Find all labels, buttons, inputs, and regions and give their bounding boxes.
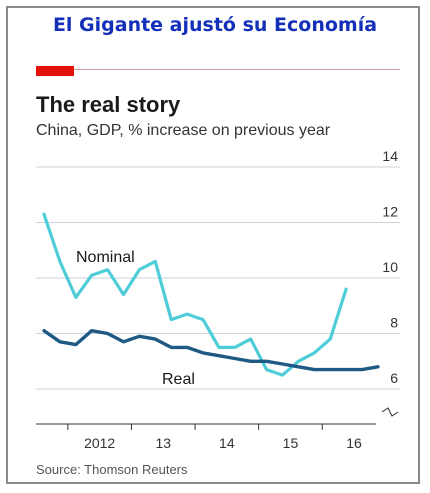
axis-break-icon [381, 407, 399, 417]
top-rule [36, 69, 400, 70]
series-line-nominal [42, 212, 348, 377]
chart-subtitle: China, GDP, % increase on previous year [36, 122, 331, 139]
y-tick-label: 10 [382, 259, 398, 275]
chart-title: The real story [36, 92, 181, 117]
accent-bar [36, 66, 74, 76]
series-label-nominal: Nominal [76, 249, 135, 266]
x-tick-label: 15 [283, 435, 299, 451]
series-line-real [42, 329, 380, 372]
x-tick-label: 16 [346, 435, 362, 451]
chart-labels: 6 8 10 12 14 2012 13 14 15 16 Nominal Real [76, 148, 398, 451]
y-tick-label: 6 [390, 370, 398, 386]
y-tick-label: 14 [382, 148, 398, 164]
source-note: Source: Thomson Reuters [36, 462, 188, 477]
series-lines [42, 212, 380, 377]
y-tick-label: 12 [382, 204, 398, 220]
grid-lines [36, 166, 400, 417]
x-tick-label: 14 [219, 435, 235, 451]
x-axis [36, 423, 376, 430]
series-label-real: Real [162, 371, 195, 388]
x-tick-label: 2012 [84, 435, 115, 451]
x-tick-label: 13 [155, 435, 171, 451]
y-tick-label: 8 [390, 315, 398, 331]
chart-frame [6, 6, 420, 484]
header-title: El Gigante ajustó su Economía [52, 14, 378, 36]
